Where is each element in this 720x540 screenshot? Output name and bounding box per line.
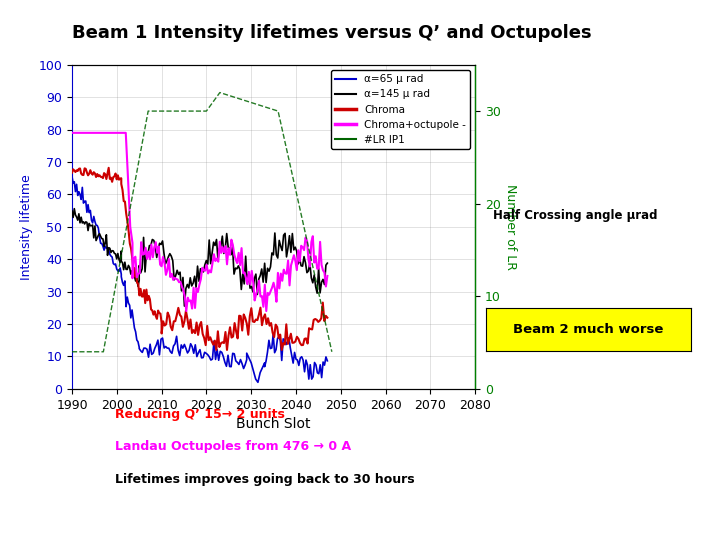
Text: Reducing Q’ 15→ 2 units: Reducing Q’ 15→ 2 units bbox=[115, 408, 285, 421]
X-axis label: Bunch Slot: Bunch Slot bbox=[236, 417, 311, 431]
Text: Lifetimes improves going back to 30 hours: Lifetimes improves going back to 30 hour… bbox=[115, 472, 415, 485]
Text: Beam 1 Intensity lifetimes versus Q’ and Octupoles: Beam 1 Intensity lifetimes versus Q’ and… bbox=[72, 24, 592, 42]
Y-axis label: Number of LR: Number of LR bbox=[505, 184, 518, 270]
Y-axis label: Intensity lifetime: Intensity lifetime bbox=[20, 174, 33, 280]
Legend: α=65 μ rad, α=145 μ rad, Chroma, Chroma+octupole -, #LR IP1: α=65 μ rad, α=145 μ rad, Chroma, Chroma+… bbox=[330, 70, 470, 149]
Text: Landau Octupoles from 476 → 0 A: Landau Octupoles from 476 → 0 A bbox=[115, 440, 351, 453]
Text: Beam 2 much worse: Beam 2 much worse bbox=[513, 323, 664, 336]
Text: Half Crossing angle μrad: Half Crossing angle μrad bbox=[493, 210, 657, 222]
